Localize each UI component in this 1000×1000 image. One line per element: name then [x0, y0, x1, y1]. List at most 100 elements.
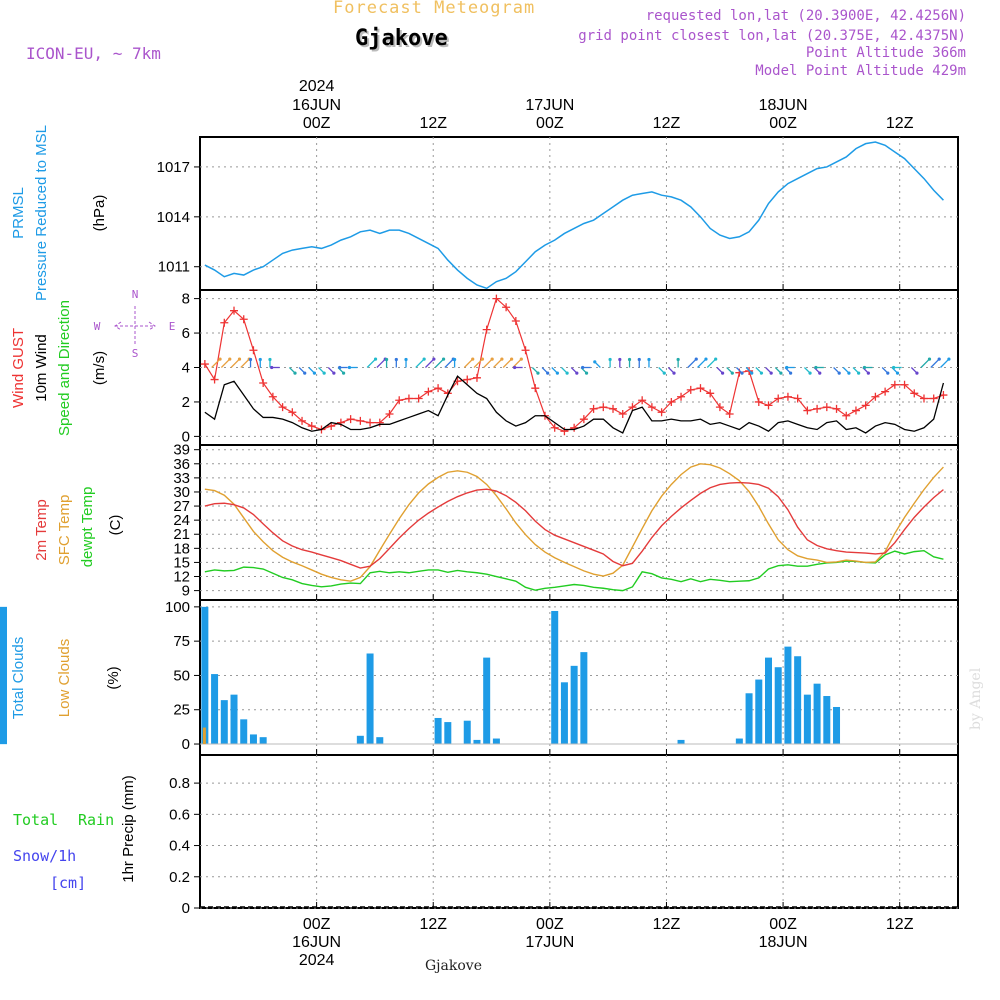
gust-marker — [628, 403, 637, 412]
gust-marker — [832, 404, 841, 413]
sfc-temp-line — [204, 463, 944, 582]
wind-arrow-head — [237, 357, 242, 361]
bottom-date-label: 17JUN — [525, 934, 574, 951]
wind-arrow-head — [394, 357, 398, 362]
gust-marker — [366, 418, 375, 427]
wind-arrow-head — [785, 365, 789, 370]
wind-direction-arrow — [434, 358, 445, 368]
gust-marker — [677, 392, 686, 401]
wind-direction-arrow — [376, 358, 386, 368]
cloud-bar — [444, 722, 452, 745]
wind-direction-arrow — [930, 358, 940, 368]
total-clouds-label: Total Clouds — [10, 637, 27, 720]
cloud-bar — [230, 694, 238, 745]
wind-direction-arrow — [473, 358, 483, 368]
gust-marker — [851, 406, 860, 415]
cloud-bar — [794, 656, 802, 745]
ytick-label: 0 — [182, 428, 190, 445]
gust-marker — [686, 385, 695, 394]
wind-direction-arrow — [366, 358, 377, 368]
gust-marker — [609, 404, 618, 413]
ytick-label: 25 — [173, 702, 190, 719]
pressure-units: (hPa) — [91, 195, 108, 232]
bottom-hour-label: 12Z — [419, 916, 447, 933]
wind-10m-label: 10m Wind — [33, 334, 50, 402]
bottom-date-label: 16JUN — [292, 934, 341, 951]
ytick-label: 15 — [173, 554, 190, 571]
gust-marker — [307, 422, 316, 431]
wind-arrow-head — [814, 365, 818, 370]
ytick-label: 2 — [182, 394, 190, 411]
ytick-label: 30 — [173, 484, 190, 501]
wind-arrow-head — [480, 357, 485, 361]
wind-arrow-head — [862, 365, 867, 370]
gust-marker — [239, 315, 248, 324]
wind-arrow-head — [808, 371, 812, 375]
wind-arrow-head — [730, 371, 734, 375]
gust-marker — [706, 389, 715, 398]
cloud-bar — [813, 683, 821, 745]
ytick-label: 1014 — [157, 209, 190, 226]
wind-direction-arrow — [483, 358, 493, 368]
gust-marker — [861, 401, 870, 410]
wind-direction-arrow — [444, 358, 454, 368]
compass-rose — [114, 306, 156, 346]
top-hour-label: 00Z — [769, 115, 797, 132]
dewpoint-line — [204, 549, 944, 592]
gust-marker — [599, 403, 608, 412]
wind-arrow-head — [608, 357, 612, 362]
gust-line — [204, 297, 944, 432]
gust-marker — [356, 416, 365, 425]
cloud-bar — [483, 657, 491, 745]
gust-marker — [618, 410, 627, 418]
cloud-bar — [240, 719, 248, 745]
low-clouds-label: Low Clouds — [56, 639, 73, 717]
wind-arrow-head — [618, 357, 622, 362]
gust-marker — [842, 411, 851, 420]
cloud-bar — [0, 687, 7, 745]
precip-total-label: Total — [13, 811, 58, 829]
footer-station: Gjakove — [425, 958, 482, 974]
cloud-bar — [473, 739, 481, 745]
wind-arrow-head — [490, 357, 494, 361]
gust-marker — [813, 404, 822, 413]
gust-marker — [793, 394, 802, 403]
gust-marker — [715, 403, 724, 412]
wind-arrow-head — [432, 357, 436, 361]
cloud-bar — [551, 610, 559, 745]
bottom-hour-label: 12Z — [886, 916, 914, 933]
ytick-label: 27 — [173, 498, 190, 515]
gust-marker — [414, 394, 423, 403]
top-date-label: 16JUN — [292, 97, 341, 114]
cloud-bar — [376, 737, 384, 745]
wind-arrow-head — [510, 357, 514, 361]
panel-frame-4 — [199, 754, 959, 909]
gust-marker — [375, 418, 384, 427]
cloud-bar — [492, 738, 500, 745]
compass-s: S — [132, 347, 139, 360]
bottom-hour-label: 00Z — [769, 916, 797, 933]
wind-arrow-head — [672, 371, 676, 375]
top-hour-label: 12Z — [886, 115, 914, 132]
ytick-label: 50 — [173, 667, 190, 684]
pressure-line — [204, 141, 944, 290]
wind-arrow-head — [847, 371, 851, 375]
cloud-bar — [560, 682, 568, 745]
station-name: Gjakove — [355, 26, 448, 51]
temp-2m-line — [204, 481, 944, 569]
wind-direction-arrow — [415, 358, 425, 368]
wind-direction-arrow — [463, 358, 474, 368]
wind-arrow-head — [895, 371, 900, 375]
precip-cm-label: [cm] — [50, 874, 86, 892]
cloud-bar — [745, 693, 753, 745]
precip-rain-label: Rain — [78, 811, 114, 829]
ytick-label: 39 — [173, 442, 190, 459]
model-label: ICON-EU, ~ 7km — [26, 44, 161, 63]
wind-arrow-head — [759, 371, 764, 375]
wind-arrow-head — [384, 357, 389, 362]
cloud-bar — [356, 735, 364, 745]
gust-marker — [434, 384, 443, 393]
ytick-label: 75 — [173, 633, 190, 650]
gust-marker — [210, 375, 219, 384]
